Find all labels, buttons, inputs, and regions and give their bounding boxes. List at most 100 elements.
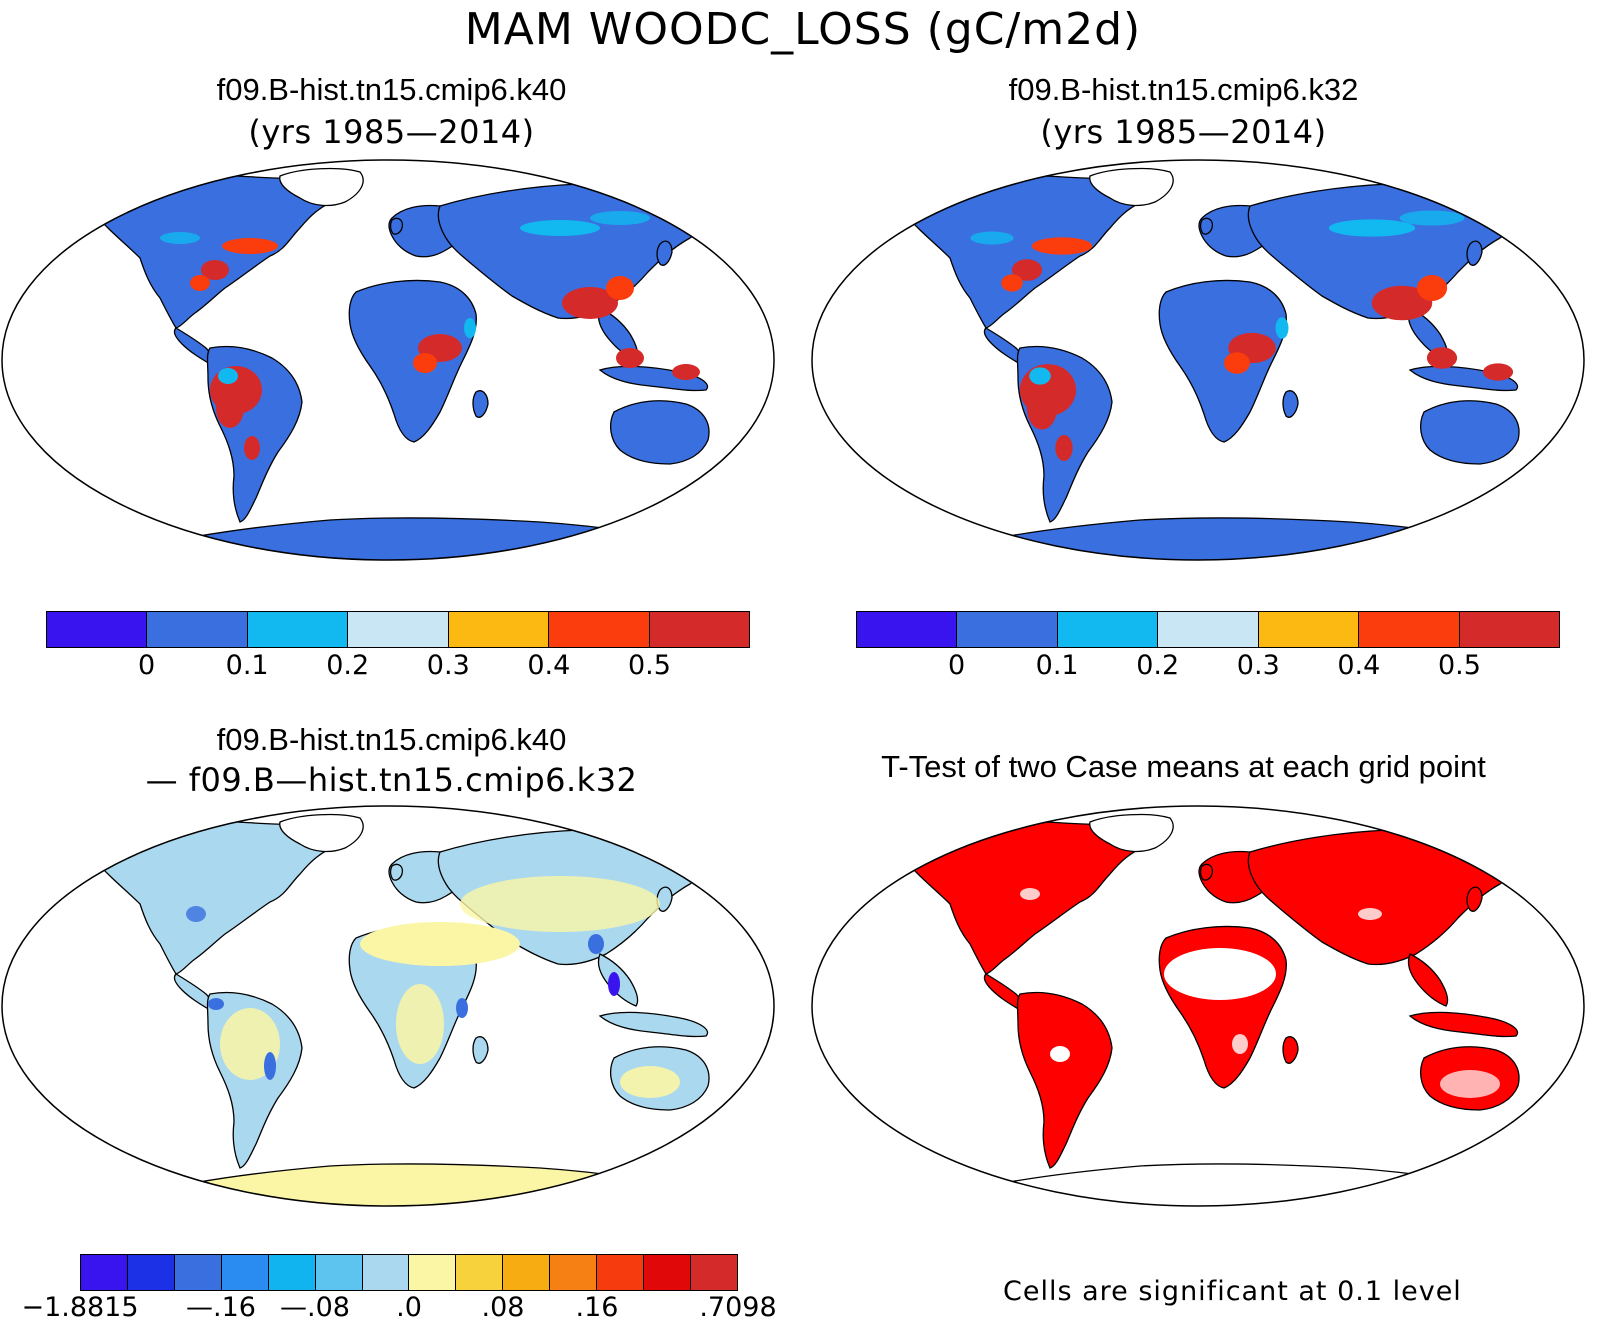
field-patch bbox=[460, 876, 660, 932]
field-patch bbox=[588, 934, 604, 954]
continent-japan bbox=[1466, 886, 1483, 912]
field-patch bbox=[160, 232, 200, 244]
field-patch bbox=[464, 318, 476, 338]
continent-greenland bbox=[279, 167, 364, 207]
colorbar-swatch bbox=[147, 612, 248, 647]
field-patch bbox=[562, 287, 618, 319]
colorbar-swatch bbox=[409, 1255, 457, 1290]
colorbar-swatch bbox=[1258, 612, 1360, 647]
colorbar-swatch bbox=[957, 612, 1058, 647]
field-patch bbox=[520, 220, 600, 236]
field-patch bbox=[186, 906, 206, 922]
colorbar-tick-label: −1.8815 bbox=[21, 1292, 139, 1323]
field-patch bbox=[244, 436, 260, 460]
field-patch bbox=[1416, 275, 1448, 301]
colorbar-swatch bbox=[127, 1255, 175, 1290]
colorbar-tick-label: 0 bbox=[947, 650, 966, 681]
colorbar-swatch bbox=[549, 612, 650, 647]
colorbar-swatch bbox=[448, 612, 550, 647]
significance-note: Cells are significant at 0.1 level bbox=[1003, 1276, 1462, 1307]
colorbar-difference bbox=[80, 1254, 738, 1291]
field-patch bbox=[1426, 347, 1458, 369]
colorbar-swatch bbox=[1459, 612, 1559, 647]
colorbar-swatch bbox=[597, 1255, 645, 1290]
continent-africa bbox=[1158, 279, 1287, 443]
map-border bbox=[811, 805, 1585, 1207]
continent-madagascar bbox=[1282, 390, 1299, 418]
colorbar-swatch bbox=[247, 612, 349, 647]
field-patch bbox=[1358, 908, 1382, 920]
field-patch bbox=[201, 260, 229, 280]
continent-madagascar bbox=[1282, 1036, 1299, 1064]
panel-title-ttest: T-Test of two Case means at each grid po… bbox=[881, 749, 1486, 784]
field-patch bbox=[396, 984, 444, 1064]
map-border bbox=[1, 159, 775, 561]
colorbar-tick-label: .08 bbox=[481, 1292, 525, 1323]
panel-title-k40: f09.B-hist.tn15.cmip6.k40 bbox=[216, 72, 567, 107]
colorbar-swatch bbox=[1359, 612, 1460, 647]
field-patch bbox=[413, 353, 437, 373]
field-patch bbox=[1020, 888, 1040, 900]
continent-seAsia bbox=[1407, 953, 1449, 1007]
continent-greenland bbox=[1089, 813, 1174, 853]
field-patch bbox=[1232, 1034, 1248, 1054]
field-patch bbox=[672, 364, 700, 380]
continent-greenland bbox=[1089, 167, 1174, 207]
colorbar-tick-label: 0 bbox=[137, 650, 156, 681]
map-border bbox=[1, 805, 775, 1207]
field-patch bbox=[216, 388, 244, 428]
colorbar-tick-label: 0.2 bbox=[1136, 650, 1180, 681]
continent-indonesia bbox=[1408, 1011, 1519, 1038]
continent-madagascar bbox=[472, 1036, 489, 1064]
panel-title-diff: f09.B-hist.tn15.cmip6.k40 bbox=[216, 722, 567, 757]
field-patch bbox=[590, 211, 650, 225]
map-difference bbox=[1, 805, 775, 1207]
field-patch bbox=[606, 276, 634, 300]
continent-northAmerica bbox=[93, 174, 342, 329]
field-patch bbox=[1224, 352, 1250, 374]
continent-uk bbox=[1199, 217, 1214, 235]
colorbar-tick-label: —.16 bbox=[186, 1292, 256, 1323]
field-patch bbox=[1055, 435, 1073, 461]
field-patch bbox=[222, 238, 278, 254]
colorbar-swatch bbox=[690, 1255, 737, 1290]
panel-subtitle-diff: — f09.B—hist.tn15.cmip6.k32 bbox=[145, 761, 638, 799]
colorbar-tick-label: 0.4 bbox=[527, 650, 571, 681]
colorbar-tick-label: 0.3 bbox=[1236, 650, 1280, 681]
field-patch bbox=[620, 1066, 680, 1098]
figure-title: MAM WOODC_LOSS (gC/m2d) bbox=[464, 4, 1142, 55]
colorbar-tick-label: .7098 bbox=[699, 1292, 777, 1323]
colorbar-swatch bbox=[315, 1255, 363, 1290]
panel-subtitle-k32: (yrs 1985—2014) bbox=[1040, 113, 1327, 151]
colorbar-tick-label: —.08 bbox=[280, 1292, 350, 1323]
colorbar-tick-label: .16 bbox=[575, 1292, 619, 1323]
field-patch bbox=[970, 231, 1014, 245]
field-patch bbox=[1031, 237, 1093, 255]
map-border bbox=[811, 159, 1585, 561]
continent-africa bbox=[348, 279, 477, 443]
field-patch bbox=[190, 275, 210, 291]
colorbar-tick-label: 0.5 bbox=[1437, 650, 1481, 681]
colorbar-tick-label: 0.5 bbox=[627, 650, 671, 681]
field-patch bbox=[1328, 219, 1416, 237]
field-patch bbox=[608, 972, 620, 996]
continent-indonesia bbox=[598, 1011, 709, 1038]
colorbar-swatch bbox=[221, 1255, 269, 1290]
field-patch bbox=[264, 1052, 276, 1080]
continent-southAmerica bbox=[1016, 991, 1113, 1169]
continent-uk bbox=[389, 217, 404, 235]
colorbar-swatch bbox=[649, 612, 749, 647]
field-patch bbox=[1399, 210, 1465, 226]
field-patch bbox=[1011, 259, 1043, 281]
field-patch bbox=[456, 998, 468, 1018]
map-ttest bbox=[811, 805, 1585, 1207]
colorbar-swatch bbox=[174, 1255, 222, 1290]
colorbar-swatch bbox=[550, 1255, 598, 1290]
colorbar-swatch bbox=[857, 612, 958, 647]
field-patch bbox=[218, 368, 238, 384]
colorbar-swatch bbox=[81, 1255, 128, 1290]
panel-title-k32: f09.B-hist.tn15.cmip6.k32 bbox=[1008, 72, 1359, 107]
colorbar-case-k32 bbox=[856, 611, 1560, 648]
colorbar-tick-label: 0.1 bbox=[1035, 650, 1079, 681]
continent-northAmerica bbox=[93, 820, 342, 975]
